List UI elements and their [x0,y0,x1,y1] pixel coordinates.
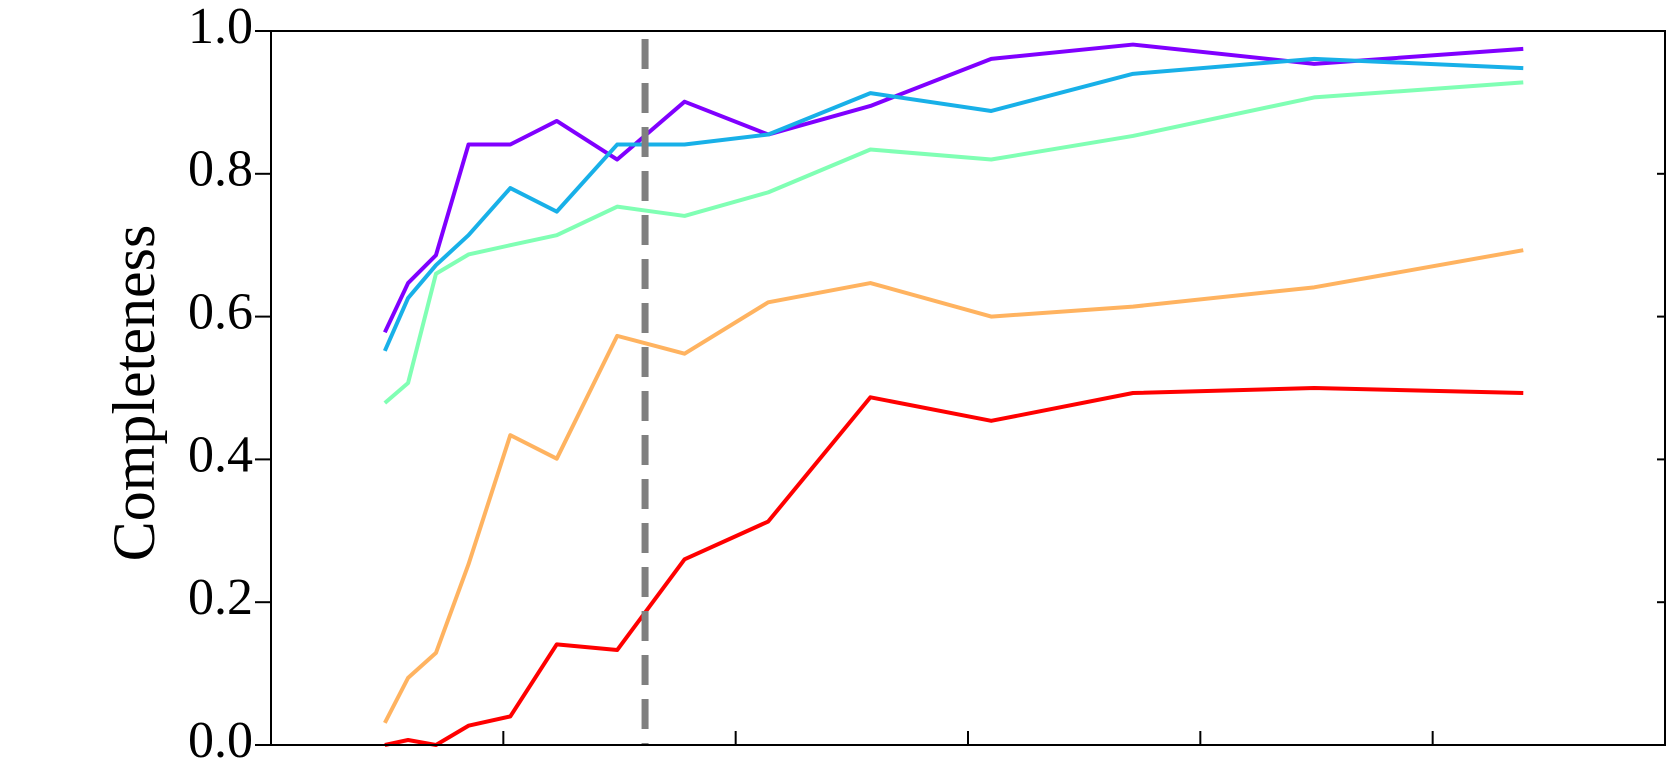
y-tick-label: 1.0 [188,0,253,55]
y-tick-label: 0.2 [188,569,253,626]
series-line [384,386,1524,747]
series-line [383,42,1524,334]
y-tick-label: 0.6 [188,284,253,341]
y-tick-label: 0.4 [188,426,253,483]
series-line [383,80,1524,405]
series-line [383,248,1524,724]
y-tick-label: 0.8 [188,141,253,198]
plot-frame [270,30,1666,746]
series-line [383,56,1524,352]
y-axis-label: Completeness [101,225,167,562]
y-tick-label: 0.0 [188,712,253,769]
